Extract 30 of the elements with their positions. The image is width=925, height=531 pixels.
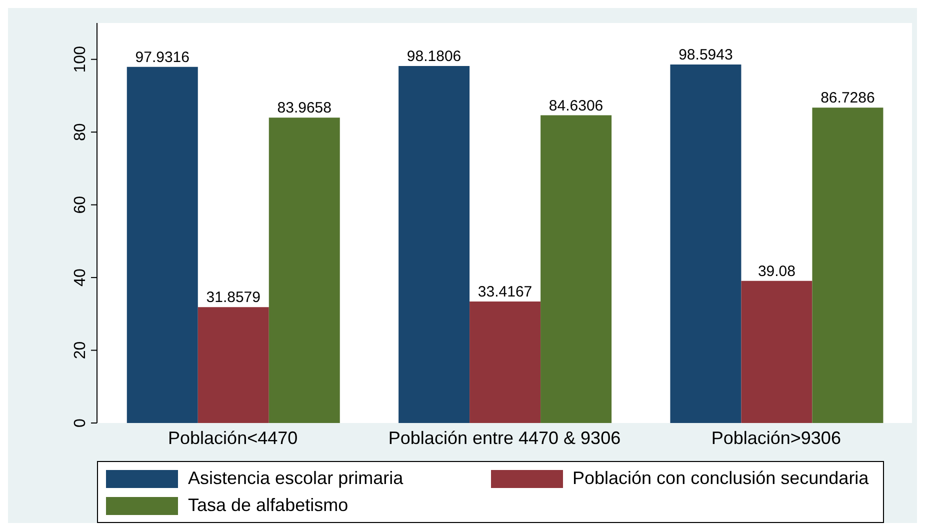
x-tick-label: Población entre 4470 & 9306 [388,428,621,448]
y-tick-label: 100 [72,46,89,73]
bar [812,108,884,423]
y-tick-label: 60 [72,196,89,214]
data-label: 39.08 [758,262,796,280]
x-tick-label: Población>9306 [711,428,841,448]
legend-label: Población con conclusión secundaria [572,468,869,489]
data-label: 84.6306 [548,97,604,114]
bar [398,66,470,423]
y-tick-label: 20 [72,341,89,360]
bar [670,64,742,423]
y-tick-label: 0 [72,418,89,428]
data-label: 98.1806 [406,48,462,65]
data-label: 83.9658 [277,100,332,117]
x-tick-label: Población<4470 [168,428,298,448]
bar [126,66,198,423]
bar [268,118,340,423]
bar [470,301,541,423]
bar [198,307,269,423]
data-label: 33.4167 [478,283,532,300]
y-tick-label: 80 [72,123,89,141]
data-label: 98.5943 [678,46,733,64]
data-label: 86.7286 [820,90,875,107]
y-tick-label: 40 [72,268,89,286]
data-label: 97.9316 [135,48,190,66]
bar [540,115,612,423]
bar [741,280,812,423]
data-label: 31.8579 [206,289,260,306]
legend-label: Asistencia escolar primaria [188,468,404,489]
legend-label: Tasa de alfabetismo [188,495,348,516]
